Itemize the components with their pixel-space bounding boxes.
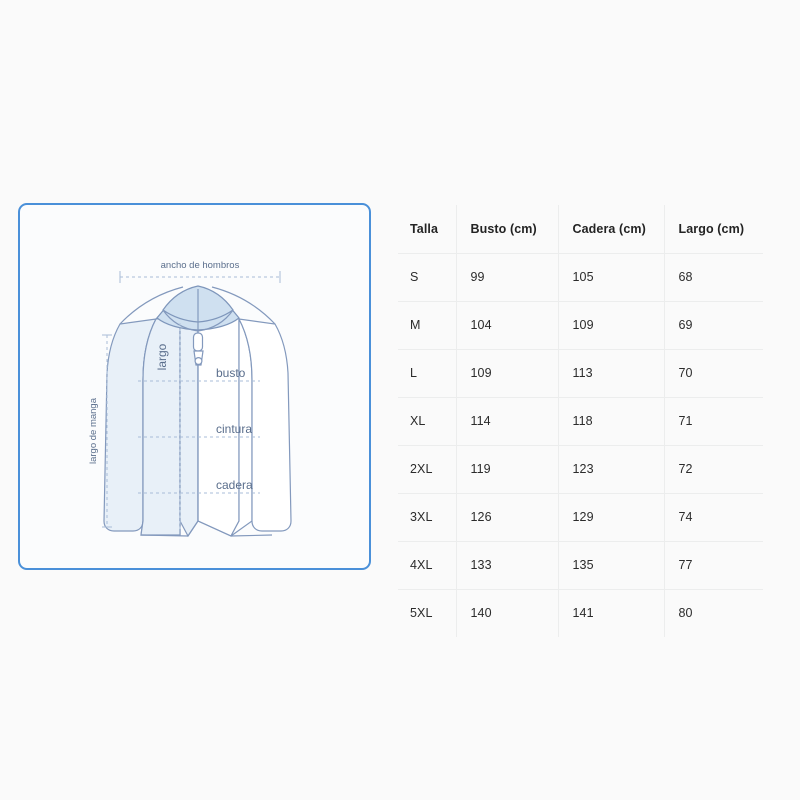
- cell-largo: 71: [664, 397, 763, 446]
- cell-talla: 2XL: [398, 445, 457, 494]
- label-waist: cintura: [216, 422, 252, 436]
- cell-talla: 5XL: [398, 589, 457, 637]
- cell-largo: 69: [664, 301, 763, 350]
- table-row: L 109 113 70: [398, 349, 763, 398]
- column-header-cadera: Cadera (cm): [558, 205, 665, 254]
- cell-busto: 104: [456, 301, 559, 350]
- cell-cadera: 135: [558, 541, 665, 590]
- table-row: 2XL 119 123 72: [398, 445, 763, 494]
- table-row: M 104 109 69: [398, 301, 763, 350]
- cell-busto: 140: [456, 589, 559, 637]
- label-hip: cadera: [216, 478, 253, 492]
- cell-busto: 114: [456, 397, 559, 446]
- size-table: Talla Busto (cm) Cadera (cm) Largo (cm) …: [398, 205, 763, 637]
- label-length: largo: [155, 343, 169, 370]
- cell-cadera: 105: [558, 253, 665, 302]
- garment-illustration-panel: .ol { fill:none; stroke:#8399bd; stroke-…: [18, 203, 371, 570]
- column-header-busto: Busto (cm): [456, 205, 559, 254]
- cell-largo: 80: [678, 606, 693, 621]
- jacket-diagram: .ol { fill:none; stroke:#8399bd; stroke-…: [88, 260, 292, 538]
- cell-cadera: 109: [558, 301, 665, 350]
- cell-largo: 72: [664, 445, 763, 494]
- table-row: 4XL 133 135 77: [398, 541, 763, 590]
- cell-talla: S: [398, 253, 457, 302]
- column-header-largo: Largo (cm): [664, 205, 763, 254]
- cell-busto: 126: [456, 493, 559, 542]
- cell-talla: M: [398, 301, 457, 350]
- cell-largo: 70: [664, 349, 763, 398]
- cell-talla: L: [398, 349, 457, 398]
- cell-cadera: 113: [558, 349, 665, 398]
- cell-talla: 3XL: [398, 493, 457, 542]
- cell-cadera: 141: [558, 589, 665, 637]
- cell-busto: 133: [456, 541, 559, 590]
- cell-largo: 74: [664, 493, 763, 542]
- cell-largo: 77: [664, 541, 763, 590]
- table-row: S 99 105 68: [398, 253, 763, 302]
- cell-cadera: 118: [558, 397, 665, 446]
- table-row: 3XL 126 129 74: [398, 493, 763, 542]
- label-sleeve-length: largo de manga: [88, 397, 99, 464]
- cell-talla: 4XL: [398, 541, 457, 590]
- column-header-talla: Talla: [398, 205, 457, 254]
- cell-largo: 68: [664, 253, 763, 302]
- cell-talla: XL: [398, 397, 457, 446]
- table-header-row: Talla Busto (cm) Cadera (cm) Largo (cm): [398, 205, 763, 254]
- cell-cadera: 123: [558, 445, 665, 494]
- cell-busto: 99: [456, 253, 559, 302]
- label-bust: busto: [216, 366, 246, 380]
- table-row: 5XL 140 141 80: [398, 589, 763, 637]
- cell-busto: 119: [456, 445, 559, 494]
- cell-busto: 109: [456, 349, 559, 398]
- table-row: XL 114 118 71: [398, 397, 763, 446]
- cell-cadera: 129: [558, 493, 665, 542]
- label-shoulders: ancho de hombros: [161, 260, 240, 271]
